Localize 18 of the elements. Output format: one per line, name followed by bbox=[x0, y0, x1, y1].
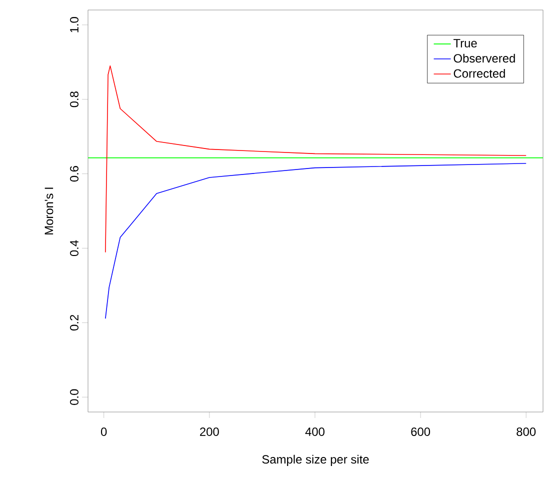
legend-label: Observered bbox=[454, 54, 515, 63]
y-tick-label: 0.0 bbox=[70, 389, 78, 405]
y-tick-label: 1.0 bbox=[70, 17, 78, 32]
x-tick-label: 800 bbox=[516, 428, 536, 436]
legend-label: Corrected bbox=[454, 68, 505, 78]
x-tick-label: 600 bbox=[411, 428, 430, 436]
y-tick-label: 0.4 bbox=[70, 240, 78, 256]
line-series bbox=[105, 65, 527, 253]
x-axis-title: Sample size per site bbox=[262, 454, 369, 466]
x-tick-label: 200 bbox=[200, 428, 219, 436]
legend-label: True bbox=[454, 39, 477, 48]
y-axis-title: Moron's I bbox=[44, 188, 54, 234]
x-tick-label: 0 bbox=[100, 428, 107, 436]
y-tick-label: 0.2 bbox=[70, 314, 78, 331]
line-series bbox=[105, 162, 527, 319]
y-tick-label: 0.8 bbox=[70, 92, 78, 108]
x-tick-label: 400 bbox=[305, 428, 324, 436]
y-tick-label: 0.6 bbox=[70, 166, 78, 182]
